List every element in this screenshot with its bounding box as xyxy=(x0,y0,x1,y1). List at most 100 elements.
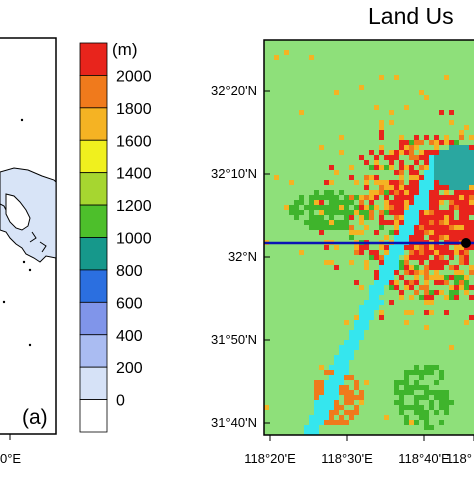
landuse-cell xyxy=(329,260,334,265)
landuse-cell xyxy=(359,250,364,255)
landuse-cell xyxy=(329,405,334,410)
landuse-cell xyxy=(434,380,439,385)
landuse-cell xyxy=(369,255,374,260)
landuse-cell xyxy=(389,280,394,285)
landuse-cell xyxy=(409,185,414,190)
landuse-cell xyxy=(419,375,424,380)
landuse-cell xyxy=(404,195,409,200)
landuse-cell xyxy=(449,275,454,280)
right-axes: 32°20'N 32°10'N 32°N 31°50'N 31°40'N 118°20'E… xyxy=(211,83,474,466)
landuse-cell xyxy=(439,245,444,250)
landuse-cell xyxy=(314,205,319,210)
landuse-cell xyxy=(414,250,419,255)
landuse-cell xyxy=(409,145,414,150)
landuse-cell xyxy=(289,205,294,210)
landuse-cell xyxy=(444,75,449,80)
landuse-cell xyxy=(309,415,314,420)
landuse-cell xyxy=(459,200,464,205)
landuse-cell xyxy=(379,210,384,215)
landuse-cell xyxy=(334,245,339,250)
landuse-cell xyxy=(429,245,434,250)
landuse-cell xyxy=(324,210,329,215)
landuse-cell xyxy=(324,405,329,410)
landuse-cell xyxy=(424,95,429,100)
landuse-cell xyxy=(389,210,394,215)
landuse-cell xyxy=(329,410,334,415)
landuse-cell xyxy=(319,225,324,230)
landuse-cell xyxy=(349,335,354,340)
landuse-cell xyxy=(414,255,419,260)
landuse-cell xyxy=(419,195,424,200)
landuse-cell xyxy=(394,280,399,285)
landuse-cell xyxy=(394,260,399,265)
landuse-cell xyxy=(444,135,449,140)
landuse-cell xyxy=(414,160,419,165)
landuse-cell xyxy=(349,260,354,265)
landuse-cell xyxy=(274,175,279,180)
landuse-cell xyxy=(464,215,469,220)
landuse-cell xyxy=(389,255,394,260)
landuse-cell xyxy=(334,405,339,410)
landuse-cell xyxy=(399,410,404,415)
landuse-cell xyxy=(379,220,384,225)
landuse-cell xyxy=(389,300,394,305)
landuse-cell xyxy=(454,200,459,205)
landuse-cell xyxy=(424,225,429,230)
landuse-cell xyxy=(369,150,374,155)
landuse-cell xyxy=(364,245,369,250)
landuse-cell xyxy=(439,190,444,195)
landuse-cell xyxy=(354,205,359,210)
landuse-cell xyxy=(429,220,434,225)
landuse-cell xyxy=(414,180,419,185)
landuse-cell xyxy=(459,210,464,215)
landuse-cell xyxy=(454,140,459,145)
landuse-cell xyxy=(309,215,314,220)
landuse-cell xyxy=(394,170,399,175)
landuse-cell xyxy=(429,205,434,210)
landuse-cell xyxy=(414,230,419,235)
landuse-cell xyxy=(424,205,429,210)
landuse-cell xyxy=(424,200,429,205)
landuse-cell xyxy=(429,425,434,430)
landuse-cell xyxy=(324,245,329,250)
landuse-cell xyxy=(424,275,429,280)
landuse-cell xyxy=(429,200,434,205)
landuse-cell xyxy=(359,85,364,90)
landuse-cell xyxy=(409,150,414,155)
landuse-cell xyxy=(424,185,429,190)
landuse-cell xyxy=(314,195,319,200)
landuse-cell xyxy=(319,385,324,390)
landuse-cell xyxy=(429,175,434,180)
landuse-cell xyxy=(354,410,359,415)
landuse-cell xyxy=(469,235,474,240)
landuse-cell xyxy=(429,235,434,240)
landuse-cell xyxy=(439,175,444,180)
landuse-cell xyxy=(469,285,474,290)
landuse-cell xyxy=(399,150,404,155)
landuse-cell xyxy=(409,235,414,240)
landuse-cell xyxy=(454,190,459,195)
landuse-cell xyxy=(329,370,334,375)
landuse-cell xyxy=(459,255,464,260)
landuse-cell xyxy=(454,255,459,260)
landuse-cell xyxy=(404,225,409,230)
landuse-cell xyxy=(439,195,444,200)
landuse-cell xyxy=(439,220,444,225)
landuse-cell xyxy=(429,215,434,220)
landuse-cell xyxy=(444,165,449,170)
landuse-cell xyxy=(369,215,374,220)
landuse-cell xyxy=(384,190,389,195)
landuse-cell xyxy=(439,110,444,115)
landuse-cell xyxy=(404,255,409,260)
landuse-cell xyxy=(344,345,349,350)
landuse-cell xyxy=(369,190,374,195)
landuse-cell xyxy=(354,345,359,350)
landuse-cell xyxy=(464,200,469,205)
landuse-cell xyxy=(439,265,444,270)
landuse-cell xyxy=(349,350,354,355)
landuse-cell xyxy=(444,400,449,405)
landuse-cell xyxy=(394,215,399,220)
landuse-cell xyxy=(329,395,334,400)
landuse-cell xyxy=(444,170,449,175)
landuse-cell xyxy=(344,205,349,210)
